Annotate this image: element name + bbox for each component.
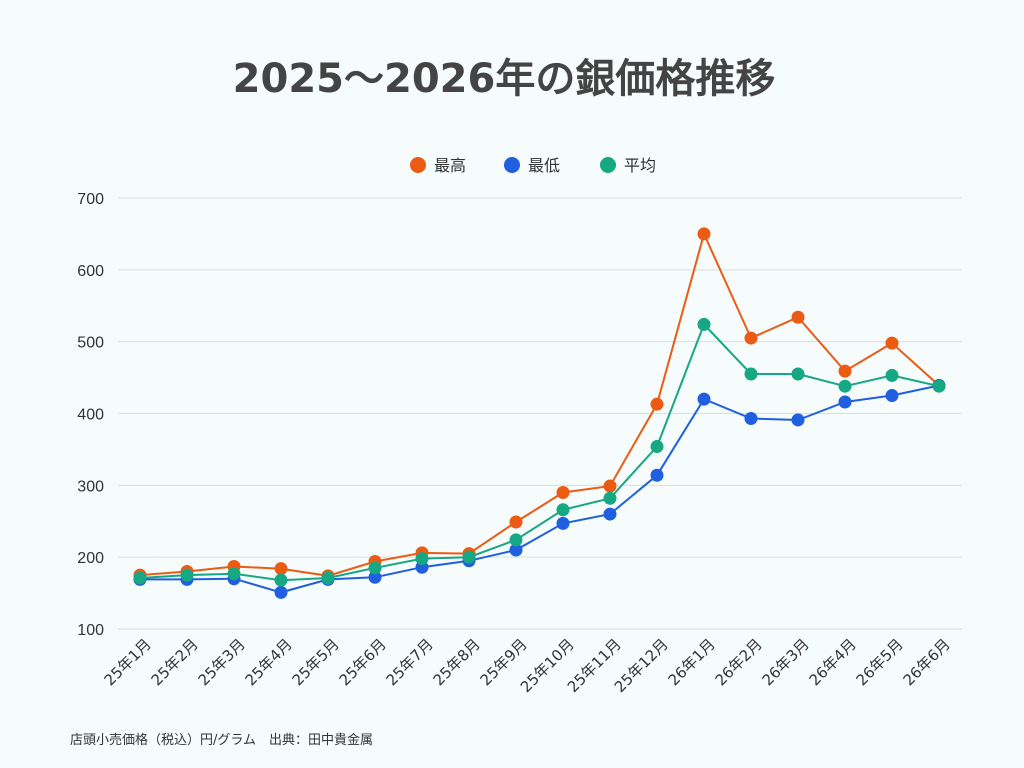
x-tick-label: 26年3月	[759, 635, 813, 689]
data-point	[650, 468, 664, 482]
x-tick-label: 25年5月	[289, 635, 343, 689]
x-tick-label: 25年8月	[430, 635, 484, 689]
data-point	[838, 364, 852, 378]
data-point	[321, 571, 335, 585]
data-point	[697, 317, 711, 331]
data-point	[603, 507, 617, 521]
data-point	[744, 331, 758, 345]
series-lines	[139, 230, 940, 594]
data-point	[462, 550, 476, 564]
data-point	[603, 491, 617, 505]
data-point	[368, 570, 382, 584]
y-axis-ticks: 100 200 300 400 500 600 700	[77, 191, 104, 639]
x-tick-label: 26年2月	[712, 635, 766, 689]
data-point	[650, 440, 664, 454]
x-tick-label: 25年3月	[195, 635, 249, 689]
data-point	[697, 227, 711, 241]
source-note: 店頭小売価格（税込）円/グラム 出典：田中貴金属	[70, 732, 373, 748]
data-point	[415, 552, 429, 566]
data-point	[791, 367, 805, 381]
data-point	[744, 412, 758, 426]
y-tick-label: 400	[77, 407, 104, 424]
data-point	[556, 516, 570, 530]
y-tick-label: 100	[77, 622, 104, 639]
data-point	[838, 395, 852, 409]
legend-label: 最低	[528, 156, 560, 175]
chart-title: 2025〜2026年の銀価格推移	[233, 56, 776, 102]
x-axis-ticks: 25年1月25年2月25年3月25年4月25年5月25年6月25年7月25年8月…	[101, 635, 954, 696]
x-tick-label: 25年7月	[383, 635, 437, 689]
data-point	[227, 567, 241, 581]
data-point	[556, 503, 570, 517]
data-point	[932, 379, 946, 393]
x-tick-label: 26年6月	[900, 635, 954, 689]
series-line	[139, 230, 940, 577]
data-point	[885, 336, 899, 350]
legend-marker	[504, 157, 520, 173]
legend-label: 平均	[624, 156, 656, 175]
data-point	[274, 573, 288, 587]
series-line	[139, 322, 940, 582]
y-tick-label: 200	[77, 550, 104, 567]
data-point	[650, 397, 664, 411]
data-point	[274, 562, 288, 576]
y-tick-label: 600	[77, 263, 104, 280]
legend-label: 最高	[434, 156, 466, 175]
y-tick-label: 500	[77, 335, 104, 352]
x-tick-label: 25年6月	[336, 635, 390, 689]
x-tick-label: 26年4月	[806, 635, 860, 689]
legend-marker	[410, 157, 426, 173]
data-point	[838, 379, 852, 393]
legend-marker	[600, 157, 616, 173]
legend: 最高 最低 平均	[410, 156, 656, 175]
data-point	[509, 515, 523, 529]
data-point	[697, 392, 711, 406]
data-point	[885, 368, 899, 382]
x-tick-label: 25年4月	[242, 635, 296, 689]
gridlines	[118, 197, 962, 630]
series-line	[140, 384, 940, 594]
x-tick-label: 26年1月	[665, 635, 719, 689]
series-points	[133, 227, 946, 599]
data-point	[744, 367, 758, 381]
data-point	[274, 585, 288, 599]
data-point	[791, 413, 805, 427]
data-point	[509, 543, 523, 557]
x-tick-label: 25年1月	[101, 635, 155, 689]
x-tick-label: 25年2月	[148, 635, 202, 689]
y-tick-label: 700	[77, 191, 104, 208]
data-point	[885, 389, 899, 403]
data-point	[180, 568, 194, 582]
data-point	[133, 571, 147, 585]
y-tick-label: 300	[77, 478, 104, 495]
data-point	[556, 486, 570, 500]
data-point	[791, 310, 805, 324]
x-tick-label: 26年5月	[853, 635, 907, 689]
data-point	[509, 533, 523, 547]
data-point	[603, 479, 617, 493]
data-point	[368, 561, 382, 575]
